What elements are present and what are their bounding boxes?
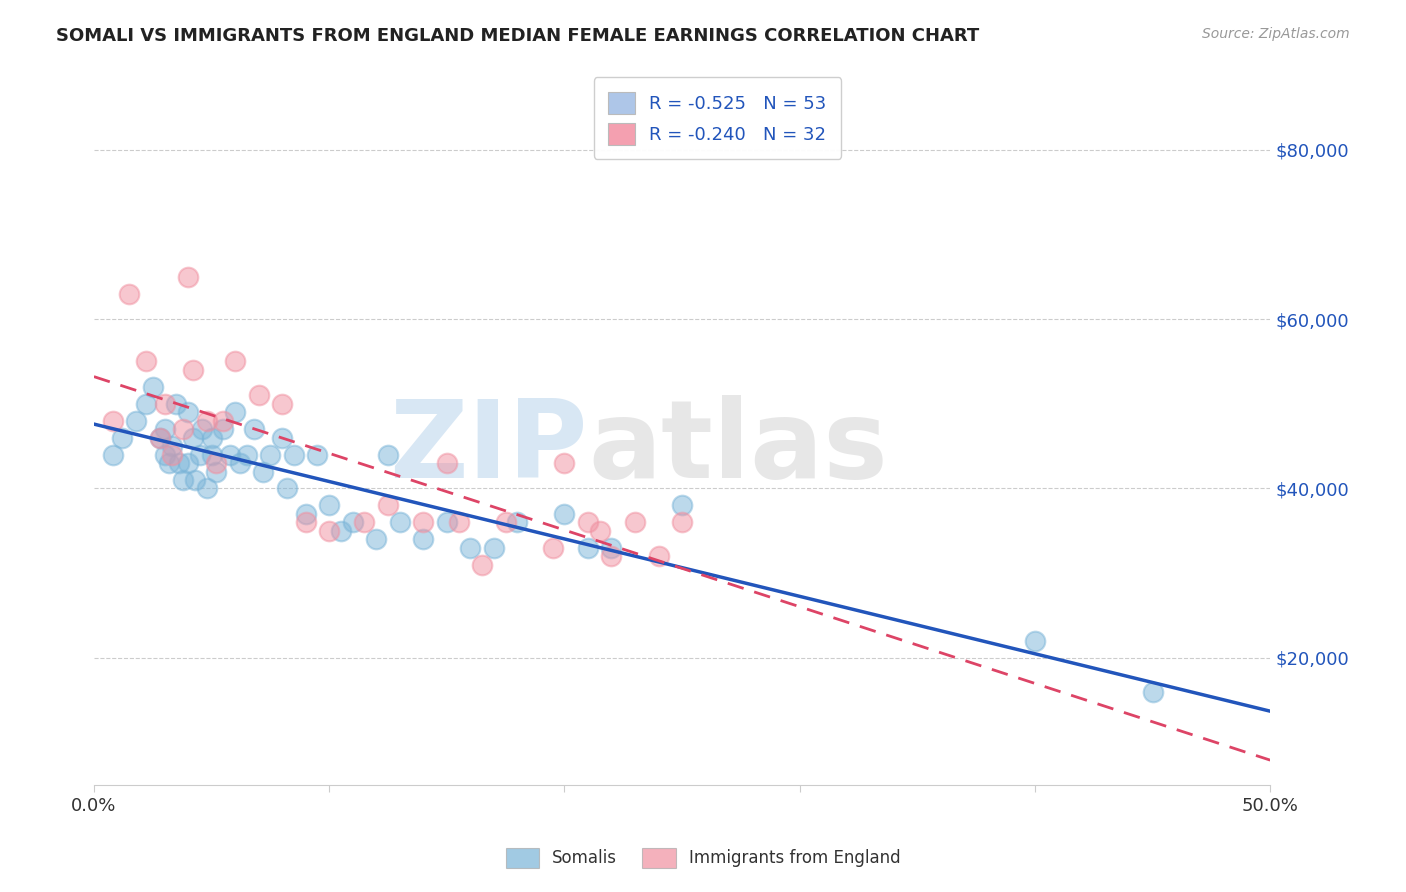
Point [276,482,298,496]
Point [118,286,141,301]
Point [229,456,252,470]
Point [135,397,157,411]
Point [252,465,274,479]
Point [506,516,529,530]
Point [412,533,434,547]
Point [142,380,165,394]
Point [377,448,399,462]
Point [205,456,228,470]
Point [177,269,200,284]
Point [329,524,352,538]
Point [460,541,482,555]
Point [153,448,176,462]
Point [576,541,599,555]
Text: ZIP: ZIP [389,394,588,500]
Point [294,516,316,530]
Point [160,439,183,453]
Point [671,499,693,513]
Point [191,422,214,436]
Point [482,541,505,555]
Point [1024,633,1046,648]
Point [436,456,458,470]
Point [149,431,172,445]
Point [589,524,612,538]
Point [553,507,575,521]
Point [271,431,294,445]
Point [177,405,200,419]
Point [243,422,266,436]
Text: atlas: atlas [588,394,887,500]
Point [111,431,134,445]
Point [377,499,399,513]
Point [353,516,375,530]
Point [600,549,623,564]
Point [541,541,564,555]
Text: Source: ZipAtlas.com: Source: ZipAtlas.com [1202,27,1350,41]
Point [212,422,235,436]
Point [195,414,218,428]
Point [647,549,669,564]
Point [671,516,693,530]
Point [205,465,228,479]
Point [436,516,458,530]
Point [157,456,180,470]
Point [125,414,148,428]
Point [600,541,623,555]
Point [294,507,316,521]
Point [212,414,235,428]
Point [153,397,176,411]
Legend: R = -0.525   N = 53, R = -0.240   N = 32: R = -0.525 N = 53, R = -0.240 N = 32 [593,77,841,159]
Point [1142,684,1164,698]
Point [342,516,364,530]
Point [172,422,194,436]
Point [172,473,194,487]
Point [135,354,157,368]
Point [318,524,340,538]
Legend: Somalis, Immigrants from England: Somalis, Immigrants from England [499,841,907,875]
Point [412,516,434,530]
Point [188,448,211,462]
Point [101,448,124,462]
Point [624,516,647,530]
Point [149,431,172,445]
Point [388,516,411,530]
Point [224,354,246,368]
Point [181,363,204,377]
Point [200,431,222,445]
Point [177,456,200,470]
Point [318,499,340,513]
Point [195,482,218,496]
Point [219,448,242,462]
Point [247,388,270,402]
Point [283,448,305,462]
Point [236,448,259,462]
Text: SOMALI VS IMMIGRANTS FROM ENGLAND MEDIAN FEMALE EARNINGS CORRELATION CHART: SOMALI VS IMMIGRANTS FROM ENGLAND MEDIAN… [56,27,980,45]
Point [165,397,187,411]
Point [224,405,246,419]
Point [200,448,222,462]
Point [184,473,207,487]
Point [307,448,329,462]
Point [181,431,204,445]
Point [366,533,388,547]
Point [553,456,575,470]
Point [495,516,517,530]
Point [160,448,183,462]
Point [271,397,294,411]
Point [167,456,190,470]
Point [153,422,176,436]
Point [101,414,124,428]
Point [447,516,470,530]
Point [259,448,281,462]
Point [471,558,494,572]
Point [576,516,599,530]
